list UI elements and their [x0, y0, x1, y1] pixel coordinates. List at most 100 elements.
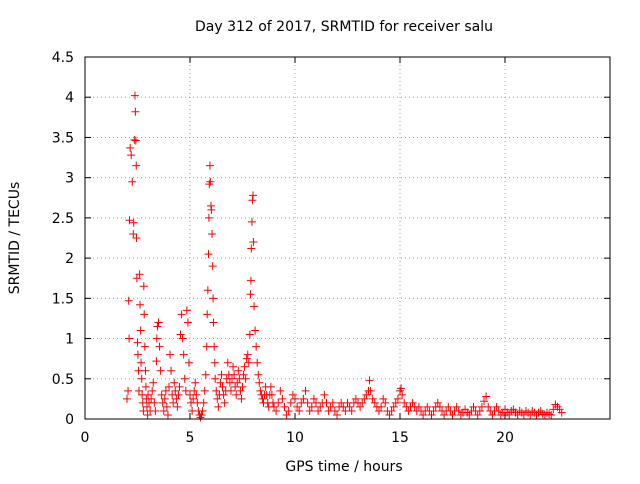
data-point [488, 410, 497, 419]
data-point [444, 402, 453, 411]
y-axis-label: SRMTID / TECUs [7, 182, 23, 295]
data-point [228, 374, 236, 383]
data-point [248, 196, 257, 205]
data-point [249, 191, 257, 200]
data-point [309, 394, 318, 403]
data-point [247, 244, 256, 253]
data-point [545, 410, 554, 419]
data-point [206, 177, 215, 186]
data-point [387, 406, 396, 415]
data-point [243, 350, 252, 359]
data-point [139, 406, 148, 415]
data-point [171, 386, 180, 395]
y-tick-label: 0.5 [52, 372, 74, 388]
data-point [245, 330, 254, 339]
data-point [202, 342, 211, 351]
data-point [129, 218, 138, 227]
data-point [291, 394, 299, 403]
data-point [133, 350, 142, 359]
data-point [191, 378, 200, 387]
data-point [167, 366, 176, 375]
data-point [305, 406, 314, 415]
data-point [404, 406, 413, 415]
data-point [242, 354, 251, 363]
data-point [480, 397, 488, 406]
data-point [246, 290, 255, 299]
data-point [152, 334, 161, 343]
data-point [528, 406, 537, 415]
data-point [213, 394, 222, 403]
data-point [267, 390, 276, 399]
data-point [557, 408, 566, 417]
data-point [433, 398, 442, 407]
data-point [303, 398, 312, 407]
y-tick-label: 2 [65, 251, 74, 267]
data-point [137, 358, 146, 367]
data-point [131, 107, 140, 116]
data-point [136, 326, 145, 335]
data-point [238, 382, 247, 391]
plot-frame [84, 56, 611, 420]
data-point [258, 394, 267, 403]
data-point [398, 390, 407, 399]
data-point [126, 143, 135, 152]
data-point [203, 310, 212, 319]
data-point [153, 322, 162, 331]
y-tick-label: 0 [65, 412, 74, 428]
data-point [201, 370, 210, 379]
data-point [142, 402, 151, 411]
data-point [475, 406, 484, 415]
data-point [182, 306, 191, 315]
data-point [288, 390, 297, 399]
data-point [509, 405, 518, 414]
data-point [278, 394, 287, 403]
data-point [198, 406, 207, 415]
data-point [143, 410, 152, 419]
y-tick-label: 3.5 [52, 130, 74, 146]
y-tick-label: 1.5 [52, 291, 74, 307]
data-point [184, 358, 193, 367]
data-point [469, 402, 478, 411]
chart-title: Day 312 of 2017, SRMTID for receiver sal… [195, 19, 493, 35]
data-point [272, 406, 281, 415]
data-point [385, 410, 394, 419]
data-point [174, 390, 183, 399]
data-point [393, 394, 402, 403]
x-tick-label: 0 [81, 430, 90, 446]
data-point [212, 386, 221, 395]
data-point [231, 382, 240, 391]
data-point [255, 378, 264, 387]
data-point [484, 402, 493, 411]
data-point [507, 406, 516, 415]
data-point [209, 318, 218, 327]
data-point [555, 405, 564, 414]
data-point [505, 410, 514, 419]
data-point [208, 229, 217, 238]
data-point [252, 342, 261, 351]
data-point [370, 398, 379, 407]
data-point [375, 406, 383, 415]
data-point [161, 386, 170, 395]
data-point [125, 334, 134, 343]
axis-ticks: 0 5 10 15 20 0 0.5 1 1.5 2 2.5 3 3.5 4 4.5 [52, 50, 610, 446]
data-point [139, 282, 148, 291]
data-point [223, 358, 232, 367]
data-point [452, 402, 461, 411]
data-point [274, 398, 283, 407]
data-point [233, 378, 242, 387]
data-point [144, 390, 152, 399]
data-point [127, 151, 136, 160]
data-point [330, 406, 339, 415]
data-point [136, 300, 145, 309]
data-point [320, 390, 329, 399]
data-point [140, 342, 149, 351]
data-point [293, 402, 302, 411]
data-point [141, 366, 150, 375]
data-point [494, 406, 503, 415]
data-point [547, 410, 556, 419]
data-point [366, 386, 375, 395]
data-point [240, 362, 249, 371]
data-point [132, 274, 141, 283]
data-point [133, 338, 142, 347]
data-point [163, 410, 172, 419]
